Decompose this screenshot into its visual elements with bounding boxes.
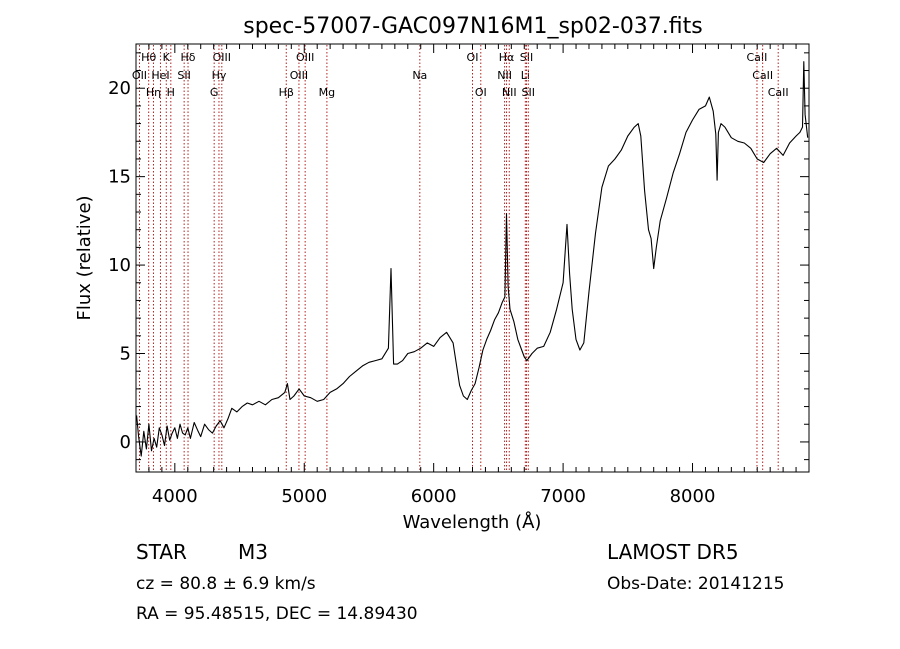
y-tick-label: 20 — [108, 78, 131, 99]
spectral-line-label: Hβ — [279, 86, 294, 99]
spectral-line-label: Hα — [499, 51, 515, 64]
spectral-line-label: NII — [497, 69, 512, 82]
spectral-line-label: G — [210, 86, 219, 99]
spectral-line-label: CaII — [768, 86, 789, 99]
y-tick-label: 15 — [108, 167, 131, 188]
axis-ticks: 4000 5000 6000 7000 8000 0 5 10 15 20 — [108, 44, 810, 507]
spectral-line-label: H — [167, 86, 175, 99]
y-tick-label: 0 — [120, 432, 131, 453]
x-tick-label: 7000 — [540, 486, 586, 507]
x-tick-label: 5000 — [281, 486, 327, 507]
sky-coordinates: RA = 95.48515, DEC = 14.89430 — [136, 604, 418, 624]
spectral-line-label: Hθ — [141, 51, 156, 64]
spectral-line-label: NII — [502, 86, 517, 99]
spectral-line-label: Hγ — [212, 69, 227, 82]
spectral-line-label: CaII — [747, 51, 768, 64]
observation-date: Obs-Date: 20141215 — [607, 574, 784, 594]
object-class: STAR — [136, 540, 187, 564]
spectral-line-label: SII — [522, 86, 535, 99]
spectral-line-label: Hη — [146, 86, 161, 99]
spectral-line-label: OI — [467, 51, 479, 64]
spectral-line-label: Li — [521, 69, 530, 82]
spectral-line-label: CaII — [752, 69, 773, 82]
survey-name: LAMOST DR5 — [607, 540, 739, 564]
spectral-line-label: SII — [177, 69, 190, 82]
spectrum-series — [136, 61, 809, 457]
y-axis-label: Flux (relative) — [74, 195, 95, 320]
spectral-line-label: SII — [520, 51, 533, 64]
spectrum-line — [136, 61, 809, 457]
y-tick-label: 5 — [120, 344, 131, 365]
spectral-line-label: OIII — [290, 69, 308, 82]
x-tick-label: 6000 — [411, 486, 457, 507]
spectral-line-label: OI — [475, 86, 487, 99]
spectral-line-label: Hδ — [181, 51, 196, 64]
spectral-line-label: Na — [412, 69, 427, 82]
x-tick-label: 4000 — [152, 486, 198, 507]
x-axis-label: Wavelength (Å) — [403, 511, 542, 533]
spectral-line-label: Mg — [319, 86, 335, 99]
spectral-line-label: K — [163, 51, 171, 64]
spectral-line-label: OIII — [296, 51, 314, 64]
chart-title: spec-57007-GAC097N16M1_sp02-037.fits — [243, 14, 703, 39]
redshift-velocity: cz = 80.8 ± 6.9 km/s — [136, 574, 316, 594]
plot-frame — [135, 43, 810, 473]
object-subclass: M3 — [238, 540, 268, 564]
spectral-line-label: OIII — [213, 51, 231, 64]
y-tick-label: 10 — [108, 255, 131, 276]
x-tick-label: 8000 — [670, 486, 716, 507]
spectral-line-label: HeI — [151, 69, 169, 82]
